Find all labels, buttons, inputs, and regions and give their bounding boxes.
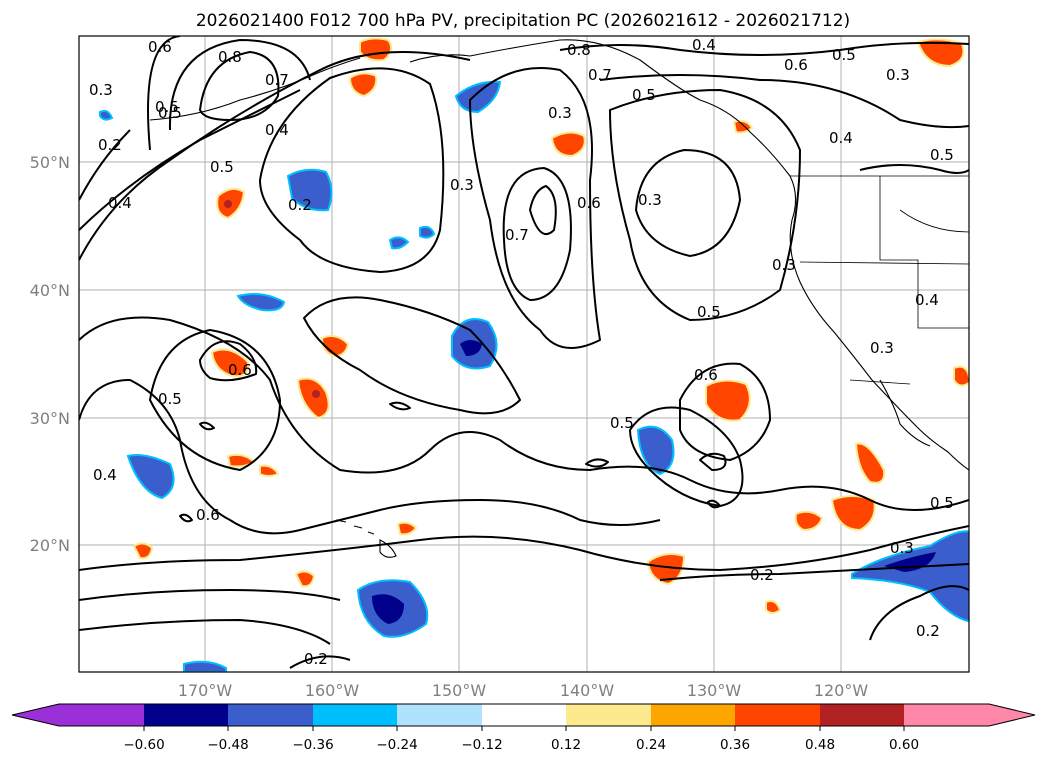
lat-label: 50°N <box>30 153 70 172</box>
lon-label: 130°W <box>687 681 742 700</box>
contour-label: 0.3 <box>890 539 914 557</box>
lon-label: 150°W <box>432 681 487 700</box>
colorbar-tick-label: 0.12 <box>551 737 581 753</box>
colorbar-ticks <box>143 726 905 731</box>
lat-label: 40°N <box>30 281 70 300</box>
contour-label: 0.3 <box>870 339 894 357</box>
contour-label: 0.2 <box>288 196 312 214</box>
colorbar-tick-label: 0.48 <box>805 737 835 753</box>
contour-label: 0.3 <box>638 191 662 209</box>
contour-label: 0.4 <box>829 129 853 147</box>
contour-label: 0.5 <box>832 46 856 64</box>
map-title: 2026021400 F012 700 hPa PV, precipitatio… <box>196 11 850 31</box>
contour-label: 0.5 <box>158 390 182 408</box>
colorbar-segment <box>313 704 397 726</box>
lon-label: 120°W <box>814 681 869 700</box>
contour-label: 0.6 <box>694 366 718 384</box>
contour-label: 0.5 <box>930 146 954 164</box>
contour-label: 0.4 <box>692 36 716 54</box>
colorbar-tick-label: 0.24 <box>636 737 666 753</box>
contour-label: 0.7 <box>265 71 289 89</box>
contour-label: 0.6 <box>196 506 220 524</box>
contour-label: 0.5 <box>210 158 234 176</box>
colorbar-tick-label: −0.60 <box>123 737 164 753</box>
contour-label: 0.6 <box>148 38 172 56</box>
contour-label: 0.2 <box>916 622 940 640</box>
precip-patches <box>99 37 969 672</box>
colorbar-extend-max <box>989 704 1035 726</box>
contour-label: 0.3 <box>886 66 910 84</box>
longitude-labels: 170°W 160°W 150°W 140°W 130°W 120°W <box>178 681 869 700</box>
contour-label: 0.5 <box>697 303 721 321</box>
latitude-labels: 50°N 40°N 30°N 20°N <box>30 153 70 555</box>
contour-label: 0.3 <box>548 104 572 122</box>
colorbar-segment <box>820 704 904 726</box>
contour-labels: 0.8 0.8 0.7 0.7 0.6 0.6 0.5 0.5 0.5 0.5 … <box>89 36 954 668</box>
colorbar-tick-label: −0.36 <box>292 737 333 753</box>
contour-label: 0.7 <box>505 226 529 244</box>
contour-label: 0.4 <box>915 291 939 309</box>
lon-label: 170°W <box>178 681 233 700</box>
colorbar-tick-label: −0.12 <box>461 737 502 753</box>
map-frame <box>78 35 970 673</box>
lon-label: 160°W <box>305 681 360 700</box>
contour-label: 0.5 <box>930 494 954 512</box>
colorbar-segment <box>735 704 820 726</box>
contour-label: 0.2 <box>304 650 328 668</box>
contour-label: 0.4 <box>108 194 132 212</box>
contour-label: 0.5 <box>610 414 634 432</box>
contour-label: 0.6 <box>228 361 252 379</box>
contour-label: 0.5 <box>632 86 656 104</box>
contour-label: 0.3 <box>450 176 474 194</box>
colorbar-extend-min <box>12 704 59 726</box>
lon-label: 140°W <box>560 681 615 700</box>
colorbar-segment <box>904 704 989 726</box>
colorbar-tick-label: −0.24 <box>376 737 417 753</box>
graticule <box>79 36 969 672</box>
contour-label: 0.4 <box>265 121 289 139</box>
colorbar-segment <box>59 704 144 726</box>
contour-label: 0.3 <box>89 81 113 99</box>
coastlines <box>149 39 969 558</box>
map-panel: 0.8 0.8 0.7 0.7 0.6 0.6 0.5 0.5 0.5 0.5 … <box>78 35 970 673</box>
contour-label: 0.6 <box>784 56 808 74</box>
lat-label: 20°N <box>30 536 70 555</box>
colorbar-tick-label: −0.48 <box>207 737 248 753</box>
colorbar-outline <box>11 703 1036 727</box>
colorbar-segment <box>144 704 228 726</box>
colorbar-segment <box>566 704 651 726</box>
contour-label: 0.4 <box>93 466 117 484</box>
contour-label: 0.2 <box>750 566 774 584</box>
colorbar: −0.60 −0.48 −0.36 −0.24 −0.12 0.12 0.24 … <box>11 703 1036 753</box>
contour-label: 0.5 <box>158 104 182 122</box>
contour-label: 0.6 <box>577 194 601 212</box>
contour-label: 0.2 <box>98 136 122 154</box>
colorbar-tick-label: 0.60 <box>889 737 919 753</box>
contour-label: 0.3 <box>772 256 796 274</box>
colorbar-segment <box>397 704 482 726</box>
colorbar-segment <box>651 704 735 726</box>
colorbar-segment <box>482 704 566 726</box>
lat-label: 30°N <box>30 409 70 428</box>
pv-contours <box>79 36 969 669</box>
colorbar-segment <box>228 704 313 726</box>
contour-label: 0.8 <box>567 41 591 59</box>
contour-label: 0.5 <box>155 98 179 116</box>
contour-label: 0.7 <box>588 66 612 84</box>
colorbar-tick-label: 0.36 <box>720 737 750 753</box>
contour-label: 0.8 <box>218 48 242 66</box>
